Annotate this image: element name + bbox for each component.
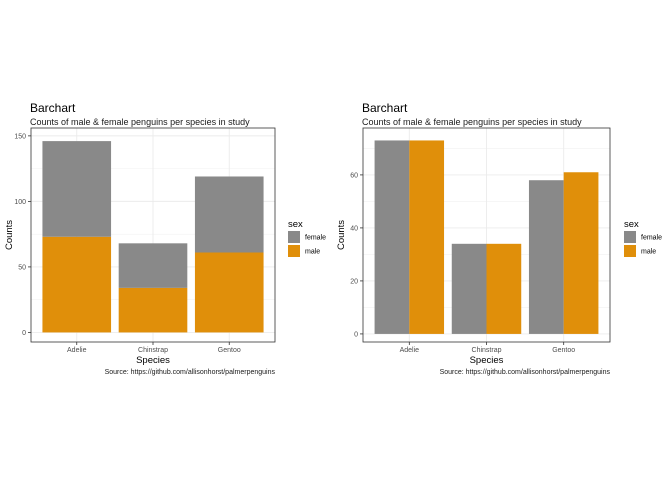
bar-female-adelie bbox=[42, 141, 112, 237]
legend-label-female: female bbox=[305, 235, 326, 242]
bar-female-gentoo bbox=[528, 180, 564, 334]
y-tick-label: 100 bbox=[14, 199, 26, 206]
bar-female-adelie bbox=[374, 140, 410, 334]
legend-label-male: male bbox=[641, 249, 656, 256]
chart-subtitle: Counts of male & female penguins per spe… bbox=[362, 117, 582, 127]
bar-male-chinstrap bbox=[486, 243, 522, 334]
chart-subtitle: Counts of male & female penguins per spe… bbox=[30, 117, 250, 127]
x-axis-title: Species bbox=[470, 355, 504, 366]
x-tick-label: Adelie bbox=[400, 347, 420, 354]
bar-male-gentoo bbox=[563, 172, 599, 334]
chart-caption: Source: https://github.com/allisonhorst/… bbox=[440, 369, 611, 376]
bar-female-gentoo bbox=[194, 176, 264, 253]
legend-swatch-male bbox=[288, 245, 300, 257]
bar-male-gentoo bbox=[194, 252, 264, 333]
x-tick-label: Gentoo bbox=[218, 347, 241, 354]
y-tick-label: 40 bbox=[350, 225, 358, 232]
plot-border bbox=[362, 127, 611, 343]
chart-panel-1: Barchart Counts of male & female penguins… bbox=[4, 101, 326, 376]
legend-title: sex bbox=[288, 219, 303, 230]
x-tick-label: Adelie bbox=[67, 347, 87, 354]
y-tick-label: 50 bbox=[18, 264, 26, 271]
legend-swatch-female bbox=[624, 231, 636, 243]
bar-male-chinstrap bbox=[118, 287, 188, 333]
chart-caption: Source: https://github.com/allisonhorst/… bbox=[105, 369, 276, 376]
chart-panel-2: Barchart Counts of male & female penguins… bbox=[336, 101, 662, 376]
bar-male-adelie bbox=[42, 236, 112, 333]
legend-swatch-female bbox=[288, 231, 300, 243]
y-axis-title: Counts bbox=[336, 220, 347, 250]
legend-label-male: male bbox=[305, 249, 320, 256]
y-axis-title: Counts bbox=[4, 220, 15, 250]
legend-label-female: female bbox=[641, 235, 662, 242]
chart-title: Barchart bbox=[362, 101, 408, 115]
x-tick-label: Chinstrap bbox=[472, 347, 502, 354]
bar-female-chinstrap bbox=[451, 243, 487, 334]
x-tick-label: Chinstrap bbox=[138, 347, 168, 354]
y-tick-label: 0 bbox=[354, 331, 358, 338]
bar-male-adelie bbox=[409, 140, 445, 334]
y-tick-label: 20 bbox=[350, 278, 358, 285]
bar-female-chinstrap bbox=[118, 243, 188, 288]
x-axis-title: Species bbox=[136, 355, 170, 366]
y-tick-label: 0 bbox=[22, 330, 26, 337]
y-tick-label: 60 bbox=[350, 172, 358, 179]
legend-title: sex bbox=[624, 219, 639, 230]
legend-swatch-male bbox=[624, 245, 636, 257]
y-tick-label: 150 bbox=[14, 133, 26, 140]
x-tick-label: Gentoo bbox=[552, 347, 575, 354]
plot-border bbox=[30, 127, 276, 343]
chart-title: Barchart bbox=[30, 101, 76, 115]
